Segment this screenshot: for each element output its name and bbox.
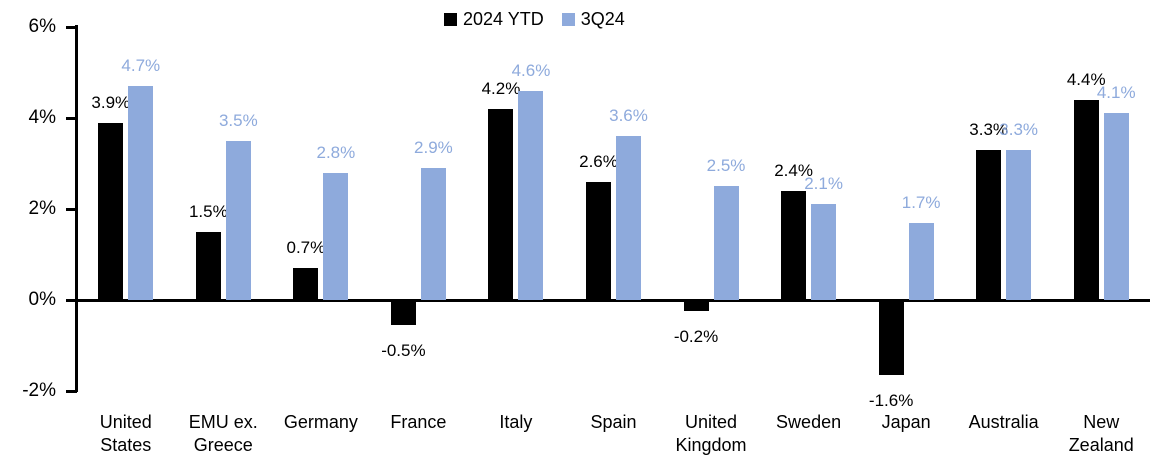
bar-2024-ytd	[586, 181, 611, 300]
y-axis-tick	[66, 117, 77, 120]
bar-value-label: 3.9%	[91, 92, 131, 112]
legend-swatch-3q24	[561, 12, 575, 26]
category-label: United States	[99, 412, 152, 455]
bar-value-label: 3.3%	[999, 119, 1039, 139]
bar-value-label: 2.6%	[579, 151, 618, 171]
legend-swatch-2024-ytd	[444, 12, 457, 26]
bar-2024-ytd	[293, 268, 319, 300]
bar-value-label: 4.7%	[121, 56, 161, 76]
y-axis-tick-label: 4%	[28, 107, 56, 128]
bar-3q24	[128, 86, 154, 300]
bar-3q24	[225, 140, 251, 300]
legend: 2024 YTD 3Q24	[444, 6, 625, 32]
category-label: Sweden	[776, 412, 842, 432]
legend-label-2024-ytd: 2024 YTD	[463, 8, 544, 29]
category-label: France	[390, 412, 447, 432]
legend-label-3q24: 3Q24	[580, 8, 625, 29]
y-axis-tick	[66, 208, 77, 211]
bar-value-label: 4.1%	[1096, 83, 1136, 103]
bar-value-label: 1.5%	[188, 201, 228, 221]
y-axis-tick	[66, 299, 77, 302]
bar-3q24	[1006, 149, 1032, 300]
bar-value-label: -1.6%	[868, 390, 914, 410]
bar-2024-ytd	[1073, 99, 1099, 300]
legend-item-2024-ytd: 2024 YTD	[444, 9, 544, 30]
bar-3q24	[908, 222, 934, 300]
category-label: EMU ex. Greece	[188, 412, 258, 455]
bar-2024-ytd	[390, 302, 416, 325]
bar-2024-ytd	[195, 231, 221, 300]
y-axis-tick-label: 6%	[28, 16, 56, 37]
bar-3q24	[616, 136, 641, 300]
bar-value-label: 3.3%	[969, 119, 1009, 139]
y-axis-tick-label: -2%	[22, 380, 56, 401]
bar-value-label: -0.2%	[673, 327, 719, 347]
legend-item-3q24: 3Q24	[561, 8, 625, 30]
category-label: Japan	[881, 412, 931, 432]
y-axis-tick-label: 0%	[28, 289, 56, 310]
bar-3q24	[323, 172, 349, 300]
bar-value-label: 2.1%	[804, 174, 843, 194]
category-label: New Zealand	[1068, 412, 1134, 455]
bar-3q24	[518, 90, 544, 300]
category-label: Italy	[499, 412, 533, 432]
bar-2024-ytd	[488, 108, 514, 300]
bar-value-label: 2.8%	[316, 142, 356, 162]
bar-2024-ytd	[781, 190, 807, 300]
bar-value-label: 4.4%	[1066, 69, 1106, 89]
category-label: Germany	[283, 412, 358, 432]
bar-value-label: 2.5%	[706, 156, 746, 176]
category-label: United Kingdom	[675, 412, 747, 455]
category-label: Australia	[968, 412, 1039, 432]
bar-value-label: 3.5%	[218, 110, 258, 130]
bar-2024-ytd	[878, 302, 904, 375]
y-axis-tick-label: 2%	[28, 198, 56, 219]
bar-2024-ytd	[98, 122, 124, 300]
x-axis-line	[75, 299, 1150, 302]
bar-value-label: 3.6%	[609, 106, 648, 126]
bar-value-label: 0.7%	[286, 238, 326, 258]
bar-value-label: 4.2%	[481, 78, 521, 98]
bar-2024-ytd	[976, 149, 1002, 300]
bar-value-label: 1.7%	[901, 192, 941, 212]
bar-3q24	[420, 168, 446, 300]
y-axis-tick	[66, 390, 77, 393]
bar-2024-ytd	[683, 302, 709, 312]
bar-value-label: 2.9%	[414, 138, 453, 158]
y-axis-tick	[66, 26, 77, 29]
bar-value-label: 4.6%	[511, 60, 551, 80]
bar-3q24	[1103, 113, 1129, 300]
bar-3q24	[713, 186, 739, 300]
category-label: Spain	[590, 412, 637, 432]
bar-value-label: 2.4%	[774, 160, 813, 180]
bar-3q24	[811, 204, 837, 300]
bar-value-label: -0.5%	[381, 340, 426, 360]
